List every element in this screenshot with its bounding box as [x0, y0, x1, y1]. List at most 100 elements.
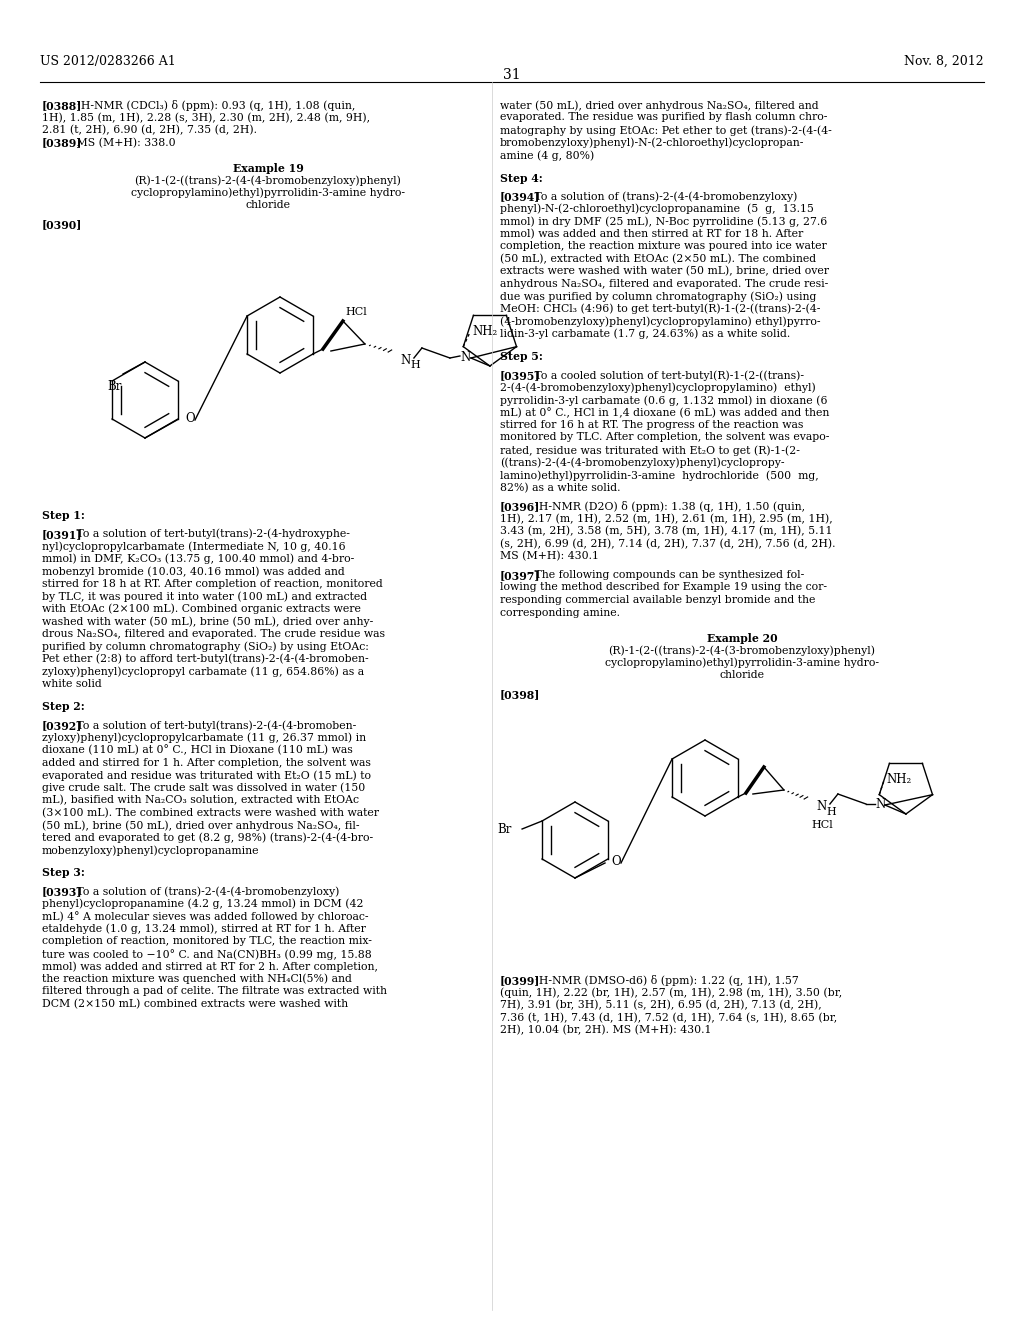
Text: To a cooled solution of tert-butyl(R)-1-(2-((trans)-: To a cooled solution of tert-butyl(R)-1-…: [524, 370, 804, 380]
Text: Step 2:: Step 2:: [42, 701, 85, 713]
Text: lowing the method described for Example 19 using the cor-: lowing the method described for Example …: [500, 582, 827, 593]
Text: stirred for 16 h at RT. The progress of the reaction was: stirred for 16 h at RT. The progress of …: [500, 420, 804, 430]
Text: pyrrolidin-3-yl carbamate (0.6 g, 1.132 mmol) in dioxane (6: pyrrolidin-3-yl carbamate (0.6 g, 1.132 …: [500, 395, 827, 405]
Text: mmol) was added and then stirred at RT for 18 h. After: mmol) was added and then stirred at RT f…: [500, 228, 803, 239]
Text: H: H: [410, 360, 420, 370]
Text: The following compounds can be synthesized fol-: The following compounds can be synthesiz…: [524, 570, 805, 579]
Text: nyl)cyclopropylcarbamate (Intermediate N, 10 g, 40.16: nyl)cyclopropylcarbamate (Intermediate N…: [42, 541, 346, 552]
Text: phenyl)-N-(2-chloroethyl)cyclopropanamine  (5  g,  13.15: phenyl)-N-(2-chloroethyl)cyclopropanamin…: [500, 203, 814, 214]
Text: (50 mL), extracted with EtOAc (2×50 mL). The combined: (50 mL), extracted with EtOAc (2×50 mL).…: [500, 253, 816, 264]
Text: cyclopropylamino)ethyl)pyrrolidin-3-amine hydro-: cyclopropylamino)ethyl)pyrrolidin-3-amin…: [131, 187, 406, 198]
Text: anhydrous Na₂SO₄, filtered and evaporated. The crude resi-: anhydrous Na₂SO₄, filtered and evaporate…: [500, 279, 828, 289]
Text: [0396]: [0396]: [500, 502, 541, 512]
Text: [0388]: [0388]: [42, 100, 82, 111]
Text: To a solution of (trans)-2-(4-(4-bromobenzyloxy): To a solution of (trans)-2-(4-(4-bromobe…: [524, 191, 798, 202]
Text: bromobenzyloxy)phenyl)-N-(2-chloroethyl)cyclopropan-: bromobenzyloxy)phenyl)-N-(2-chloroethyl)…: [500, 137, 805, 148]
Text: Step 5:: Step 5:: [500, 351, 543, 362]
Text: Step 4:: Step 4:: [500, 173, 543, 183]
Text: ture was cooled to −10° C. and Na(CN)BH₃ (0.99 mg, 15.88: ture was cooled to −10° C. and Na(CN)BH₃…: [42, 949, 372, 960]
Text: drous Na₂SO₄, filtered and evaporated. The crude residue was: drous Na₂SO₄, filtered and evaporated. T…: [42, 628, 385, 639]
Text: lamino)ethyl)pyrrolidin-3-amine  hydrochloride  (500  mg,: lamino)ethyl)pyrrolidin-3-amine hydrochl…: [500, 470, 819, 480]
Text: HCl: HCl: [811, 820, 833, 830]
Text: [0392]: [0392]: [42, 719, 82, 731]
Text: white solid: white solid: [42, 678, 101, 689]
Text: O: O: [611, 855, 621, 869]
Text: [0398]: [0398]: [500, 689, 541, 700]
Text: (50 mL), brine (50 mL), dried over anhydrous Na₂SO₄, fil-: (50 mL), brine (50 mL), dried over anhyd…: [42, 820, 359, 830]
Text: MS (M+H): 338.0: MS (M+H): 338.0: [67, 137, 176, 148]
Text: completion, the reaction mixture was poured into ice water: completion, the reaction mixture was pou…: [500, 242, 826, 251]
Text: evaporated. The residue was purified by flash column chro-: evaporated. The residue was purified by …: [500, 112, 827, 123]
Text: [0390]: [0390]: [42, 219, 82, 230]
Text: [0394]: [0394]: [500, 191, 541, 202]
Text: rated, residue was triturated with Et₂O to get (R)-1-(2-: rated, residue was triturated with Et₂O …: [500, 445, 800, 455]
Text: [0391]: [0391]: [42, 529, 83, 540]
Text: (3×100 mL). The combined extracts were washed with water: (3×100 mL). The combined extracts were w…: [42, 808, 379, 818]
Text: mL) at 0° C., HCl in 1,4 dioxane (6 mL) was added and then: mL) at 0° C., HCl in 1,4 dioxane (6 mL) …: [500, 408, 829, 418]
Text: give crude salt. The crude salt was dissolved in water (150: give crude salt. The crude salt was diss…: [42, 783, 366, 793]
Text: MS (M+H): 430.1: MS (M+H): 430.1: [500, 552, 599, 561]
Text: 7.36 (t, 1H), 7.43 (d, 1H), 7.52 (d, 1H), 7.64 (s, 1H), 8.65 (br,: 7.36 (t, 1H), 7.43 (d, 1H), 7.52 (d, 1H)…: [500, 1012, 838, 1023]
Text: Br: Br: [497, 822, 511, 836]
Text: added and stirred for 1 h. After completion, the solvent was: added and stirred for 1 h. After complet…: [42, 758, 371, 767]
Text: purified by column chromatography (SiO₂) by using EtOAc:: purified by column chromatography (SiO₂)…: [42, 642, 369, 652]
Text: 31: 31: [503, 69, 521, 82]
Text: ¹H-NMR (D2O) δ (ppm): 1.38 (q, 1H), 1.50 (quin,: ¹H-NMR (D2O) δ (ppm): 1.38 (q, 1H), 1.50…: [524, 502, 806, 512]
Text: (R)-1-(2-((trans)-2-(4-(4-bromobenzyloxy)phenyl): (R)-1-(2-((trans)-2-(4-(4-bromobenzyloxy…: [134, 176, 401, 186]
Text: the reaction mixture was quenched with NH₄Cl(5%) and: the reaction mixture was quenched with N…: [42, 974, 352, 985]
Text: 1H), 2.17 (m, 1H), 2.52 (m, 1H), 2.61 (m, 1H), 2.95 (m, 1H),: 1H), 2.17 (m, 1H), 2.52 (m, 1H), 2.61 (m…: [500, 513, 833, 524]
Text: (quin, 1H), 2.22 (br, 1H), 2.57 (m, 1H), 2.98 (m, 1H), 3.50 (br,: (quin, 1H), 2.22 (br, 1H), 2.57 (m, 1H),…: [500, 987, 843, 998]
Text: mL), basified with Na₂CO₃ solution, extracted with EtOAc: mL), basified with Na₂CO₃ solution, extr…: [42, 795, 359, 805]
Text: 82%) as a white solid.: 82%) as a white solid.: [500, 483, 621, 492]
Text: MeOH: CHCl₃ (4:96) to get tert-butyl(R)-1-(2-((trans)-2-(4-: MeOH: CHCl₃ (4:96) to get tert-butyl(R)-…: [500, 304, 820, 314]
Text: monitored by TLC. After completion, the solvent was evapo-: monitored by TLC. After completion, the …: [500, 433, 829, 442]
Text: responding commercial available benzyl bromide and the: responding commercial available benzyl b…: [500, 595, 815, 605]
Text: etaldehyde (1.0 g, 13.24 mmol), stirred at RT for 1 h. After: etaldehyde (1.0 g, 13.24 mmol), stirred …: [42, 924, 366, 935]
Text: 2.81 (t, 2H), 6.90 (d, 2H), 7.35 (d, 2H).: 2.81 (t, 2H), 6.90 (d, 2H), 7.35 (d, 2H)…: [42, 125, 257, 136]
Text: mobenzyl bromide (10.03, 40.16 mmol) was added and: mobenzyl bromide (10.03, 40.16 mmol) was…: [42, 566, 345, 577]
Text: chloride: chloride: [720, 671, 765, 680]
Text: (4-bromobenzyloxy)phenyl)cyclopropylamino) ethyl)pyrro-: (4-bromobenzyloxy)phenyl)cyclopropylamin…: [500, 317, 820, 327]
Text: Nov. 8, 2012: Nov. 8, 2012: [904, 55, 984, 69]
Text: tered and evaporated to get (8.2 g, 98%) (trans)-2-(4-(4-bro-: tered and evaporated to get (8.2 g, 98%)…: [42, 833, 373, 843]
Text: ¹H-NMR (DMSO-d6) δ (ppm): 1.22 (q, 1H), 1.57: ¹H-NMR (DMSO-d6) δ (ppm): 1.22 (q, 1H), …: [524, 975, 799, 986]
Text: washed with water (50 mL), brine (50 mL), dried over anhy-: washed with water (50 mL), brine (50 mL)…: [42, 616, 374, 627]
Text: ¹H-NMR (CDCl₃) δ (ppm): 0.93 (q, 1H), 1.08 (quin,: ¹H-NMR (CDCl₃) δ (ppm): 0.93 (q, 1H), 1.…: [67, 100, 355, 111]
Text: [0399]: [0399]: [500, 975, 541, 986]
Text: filtered through a pad of celite. The filtrate was extracted with: filtered through a pad of celite. The fi…: [42, 986, 387, 997]
Text: [0397]: [0397]: [500, 570, 541, 581]
Text: mL) 4° A molecular sieves was added followed by chloroac-: mL) 4° A molecular sieves was added foll…: [42, 911, 369, 923]
Text: 2-(4-(4-bromobenzyloxy)phenyl)cyclopropylamino)  ethyl): 2-(4-(4-bromobenzyloxy)phenyl)cyclopropy…: [500, 383, 816, 393]
Text: 1H), 1.85 (m, 1H), 2.28 (s, 3H), 2.30 (m, 2H), 2.48 (m, 9H),: 1H), 1.85 (m, 1H), 2.28 (s, 3H), 2.30 (m…: [42, 112, 370, 123]
Text: completion of reaction, monitored by TLC, the reaction mix-: completion of reaction, monitored by TLC…: [42, 936, 372, 946]
Text: US 2012/0283266 A1: US 2012/0283266 A1: [40, 55, 176, 69]
Text: mobenzyloxy)phenyl)cyclopropanamine: mobenzyloxy)phenyl)cyclopropanamine: [42, 845, 259, 855]
Text: cyclopropylamino)ethyl)pyrrolidin-3-amine hydro-: cyclopropylamino)ethyl)pyrrolidin-3-amin…: [605, 657, 879, 668]
Text: NH₂: NH₂: [887, 772, 911, 785]
Text: by TLC, it was poured it into water (100 mL) and extracted: by TLC, it was poured it into water (100…: [42, 591, 368, 602]
Text: (s, 2H), 6.99 (d, 2H), 7.14 (d, 2H), 7.37 (d, 2H), 7.56 (d, 2H).: (s, 2H), 6.99 (d, 2H), 7.14 (d, 2H), 7.3…: [500, 539, 836, 549]
Text: (R)-1-(2-((trans)-2-(4-(3-bromobenzyloxy)phenyl): (R)-1-(2-((trans)-2-(4-(3-bromobenzyloxy…: [608, 645, 876, 656]
Text: stirred for 18 h at RT. After completion of reaction, monitored: stirred for 18 h at RT. After completion…: [42, 578, 383, 589]
Text: water (50 mL), dried over anhydrous Na₂SO₄, filtered and: water (50 mL), dried over anhydrous Na₂S…: [500, 100, 818, 111]
Text: extracts were washed with water (50 mL), brine, dried over: extracts were washed with water (50 mL),…: [500, 267, 829, 277]
Text: [0395]: [0395]: [500, 370, 541, 381]
Text: Example 19: Example 19: [232, 162, 303, 173]
Text: mmol) was added and stirred at RT for 2 h. After completion,: mmol) was added and stirred at RT for 2 …: [42, 961, 378, 972]
Text: amine (4 g, 80%): amine (4 g, 80%): [500, 150, 594, 161]
Text: N: N: [816, 800, 826, 813]
Text: chloride: chloride: [246, 201, 291, 210]
Text: mmol) in dry DMF (25 mL), N-Boc pyrrolidine (5.13 g, 27.6: mmol) in dry DMF (25 mL), N-Boc pyrrolid…: [500, 216, 827, 227]
Text: NH₂: NH₂: [472, 325, 498, 338]
Text: Example 20: Example 20: [707, 632, 777, 644]
Text: with EtOAc (2×100 mL). Combined organic extracts were: with EtOAc (2×100 mL). Combined organic …: [42, 603, 360, 614]
Text: 3.43 (m, 2H), 3.58 (m, 5H), 3.78 (m, 1H), 4.17 (m, 1H), 5.11: 3.43 (m, 2H), 3.58 (m, 5H), 3.78 (m, 1H)…: [500, 527, 833, 537]
Text: mmol) in DMF, K₂CO₃ (13.75 g, 100.40 mmol) and 4-bro-: mmol) in DMF, K₂CO₃ (13.75 g, 100.40 mmo…: [42, 554, 354, 565]
Text: lidin-3-yl carbamate (1.7 g, 24.63%) as a white solid.: lidin-3-yl carbamate (1.7 g, 24.63%) as …: [500, 329, 791, 339]
Text: corresponding amine.: corresponding amine.: [500, 607, 620, 618]
Text: 7H), 3.91 (br, 3H), 5.11 (s, 2H), 6.95 (d, 2H), 7.13 (d, 2H),: 7H), 3.91 (br, 3H), 5.11 (s, 2H), 6.95 (…: [500, 1001, 821, 1010]
Text: phenyl)cyclopropanamine (4.2 g, 13.24 mmol) in DCM (42: phenyl)cyclopropanamine (4.2 g, 13.24 mm…: [42, 899, 364, 909]
Text: [0389]: [0389]: [42, 137, 82, 149]
Text: Step 1:: Step 1:: [42, 510, 85, 521]
Text: [0393]: [0393]: [42, 886, 83, 898]
